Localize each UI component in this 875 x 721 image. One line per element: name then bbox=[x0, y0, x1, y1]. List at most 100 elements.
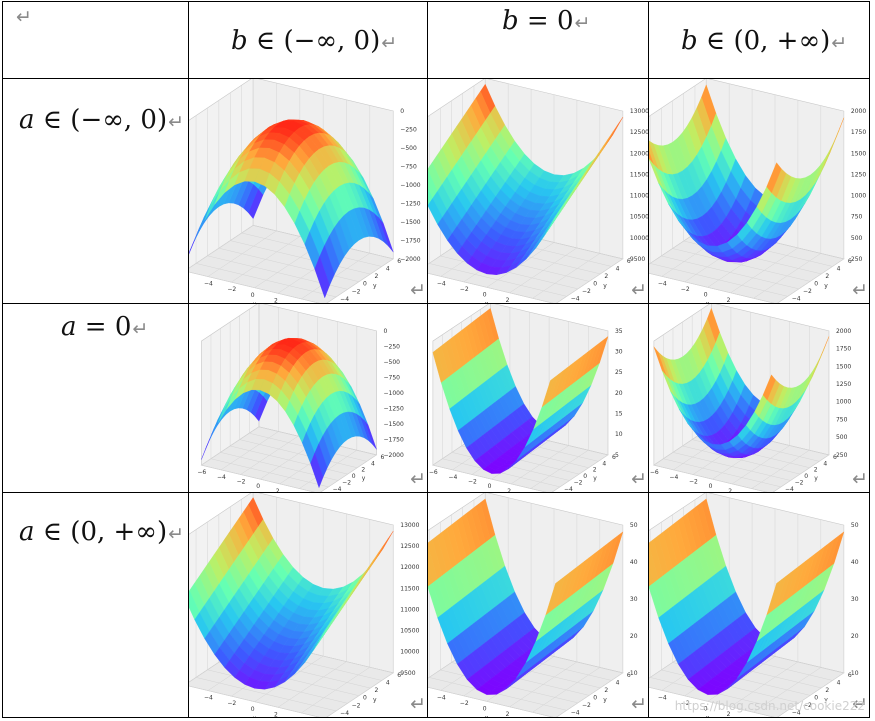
z-tick-label: 30 bbox=[615, 349, 623, 356]
x-tick-label: 4 bbox=[529, 716, 533, 717]
x-tick-label: −6 bbox=[189, 275, 190, 282]
x-tick-label: −4 bbox=[437, 280, 446, 287]
z-tick-label: 250 bbox=[836, 452, 848, 459]
z-tick-label: 13000 bbox=[630, 108, 648, 115]
col-header-label: b ∈ (−∞, 0)↵ bbox=[231, 26, 398, 56]
z-tick-label: −750 bbox=[384, 374, 401, 381]
y-axis-label: y bbox=[373, 697, 377, 704]
y-tick-label: 2 bbox=[593, 467, 597, 474]
x-tick-label: −6 bbox=[197, 469, 206, 476]
z-tick-label: 1750 bbox=[836, 346, 851, 353]
z-tick-label: 1500 bbox=[836, 363, 851, 370]
row-header-a-positive: a ∈ (0, +∞)↵ bbox=[2, 492, 189, 718]
surface-patch bbox=[314, 255, 330, 299]
z-tick-label: 11000 bbox=[400, 606, 419, 613]
y-tick-label: −4 bbox=[564, 486, 573, 492]
y-tick-label: −2 bbox=[342, 479, 351, 486]
x-axis-label: x bbox=[706, 300, 710, 303]
z-tick-label: 10 bbox=[630, 670, 638, 677]
y-tick-label: 2 bbox=[604, 273, 608, 280]
surface-patch bbox=[310, 452, 324, 489]
y-tick-label: 6 bbox=[381, 454, 385, 461]
z-tick-label: −1250 bbox=[384, 405, 404, 412]
z-tick-label: 250 bbox=[851, 256, 863, 263]
y-tick-label: 0 bbox=[804, 473, 808, 480]
y-tick-label: 0 bbox=[814, 280, 818, 287]
z-tick-label: −1750 bbox=[400, 237, 420, 244]
x-tick-label: 2 bbox=[276, 488, 280, 492]
grid-line bbox=[773, 454, 829, 492]
col-header-label: b ∈ (0, +∞)↵ bbox=[681, 26, 848, 56]
y-tick-label: 4 bbox=[837, 265, 841, 272]
y-tick-label: −4 bbox=[792, 709, 801, 716]
x-tick-label: 0 bbox=[704, 291, 708, 298]
z-tick-label: 10 bbox=[851, 670, 859, 677]
row-header-label: a ∈ (0, +∞)↵ bbox=[19, 517, 185, 547]
z-tick-label: −1000 bbox=[400, 182, 420, 189]
z-tick-label: 1500 bbox=[851, 150, 866, 157]
z-tick-label: 50 bbox=[630, 522, 638, 529]
cell-paragraph-mark: ↵ bbox=[631, 693, 647, 715]
x-tick-label: 0 bbox=[251, 292, 255, 299]
cell-paragraph-mark: ↵ bbox=[410, 468, 426, 490]
z-tick-label: 1000 bbox=[851, 193, 866, 200]
x-tick-label: 0 bbox=[483, 705, 487, 712]
z-tick-label: −750 bbox=[400, 163, 417, 170]
y-tick-label: 2 bbox=[825, 273, 829, 280]
x-tick-label: −2 bbox=[460, 700, 469, 707]
y-axis-label: y bbox=[824, 696, 828, 703]
y-axis-label: y bbox=[593, 475, 597, 482]
grid-line bbox=[556, 258, 623, 303]
z-tick-label: 750 bbox=[836, 416, 848, 423]
z-tick-label: −1250 bbox=[400, 200, 420, 207]
x-tick-label: 2 bbox=[507, 488, 511, 492]
plot-cell: 13000 12500 12000 11500 11000 10500 10000 9500 −… bbox=[188, 492, 428, 718]
z-tick-label: 40 bbox=[630, 559, 638, 566]
x-tick-label: −4 bbox=[204, 281, 213, 288]
y-tick-label: 6 bbox=[397, 672, 401, 679]
z-tick-label: 50 bbox=[851, 522, 859, 529]
x-tick-label: −2 bbox=[681, 286, 690, 293]
z-tick-label: 13000 bbox=[400, 522, 419, 529]
z-tick-label: −2000 bbox=[384, 452, 404, 459]
surface-patch bbox=[545, 579, 561, 616]
y-tick-label: 0 bbox=[363, 281, 367, 288]
grid-line bbox=[327, 258, 394, 303]
z-tick-label: 10000 bbox=[400, 649, 419, 656]
grid-line bbox=[777, 672, 844, 717]
x-axis-label: x bbox=[253, 301, 257, 303]
x-tick-label: −4 bbox=[204, 695, 213, 702]
x-axis-label: x bbox=[485, 714, 489, 717]
y-tick-label: −4 bbox=[340, 710, 349, 717]
row-header-label: a = 0↵ bbox=[61, 312, 149, 342]
col-header-b-positive: b ∈ (0, +∞)↵ bbox=[648, 1, 870, 79]
surface-patch bbox=[314, 623, 330, 649]
y-tick-label: −4 bbox=[571, 709, 580, 716]
plot-cell: 13000 12500 12000 11500 11000 10500 10000 9500 −… bbox=[427, 78, 649, 304]
cell-paragraph-mark: ↵ bbox=[852, 693, 868, 715]
grid-line bbox=[327, 672, 394, 717]
z-tick-label: 20 bbox=[615, 390, 623, 397]
y-tick-label: 0 bbox=[363, 695, 367, 702]
grid-line bbox=[777, 258, 844, 303]
plot-cell: 20001750150012501000750500250−6−4−20246−… bbox=[648, 78, 870, 304]
z-tick-label: 25 bbox=[615, 369, 623, 376]
y-tick-label: −4 bbox=[340, 296, 349, 303]
y-tick-label: 0 bbox=[593, 280, 597, 287]
y-tick-label: 6 bbox=[848, 672, 852, 679]
x-axis-label: x bbox=[485, 300, 489, 303]
y-tick-label: 4 bbox=[616, 679, 620, 686]
x-tick-label: 0 bbox=[256, 483, 260, 490]
y-axis-label: y bbox=[362, 475, 366, 482]
y-axis-label: y bbox=[373, 283, 377, 290]
y-tick-label: −4 bbox=[333, 486, 342, 492]
z-tick-label: 11500 bbox=[400, 585, 419, 592]
z-tick-label: 10 bbox=[615, 431, 623, 438]
cell-paragraph-mark: ↵ bbox=[852, 468, 868, 490]
x-tick-label: 4 bbox=[750, 302, 754, 303]
y-tick-label: −4 bbox=[792, 295, 801, 302]
col-header-b-negative: b ∈ (−∞, 0)↵ bbox=[188, 1, 428, 79]
